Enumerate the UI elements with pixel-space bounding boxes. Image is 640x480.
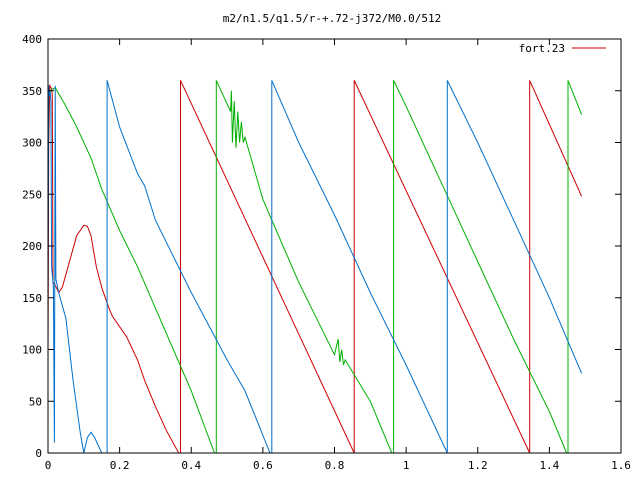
y-tick-label: 350 [22,85,42,98]
y-tick-label: 50 [29,395,42,408]
x-tick-label: 0.4 [181,459,201,472]
chart-title: m2/n1.5/q1.5/r-+.72-j372/M0.0/512 [223,12,442,25]
y-tick-label: 300 [22,137,42,150]
series-line-segment [271,80,448,454]
x-tick-label: 1.6 [611,459,631,472]
series-line-segment [529,80,583,453]
x-tick-label: 0.8 [325,459,345,472]
series-1 [47,80,583,454]
legend: fort.23 [519,42,606,55]
series-line-segment [393,80,568,454]
series-line-segment [47,85,106,454]
series-line-segment [446,80,583,453]
series-line-segment [353,80,531,454]
series-layer [47,80,583,454]
series-line-segment [215,80,393,454]
series-line-segment [106,80,271,454]
y-tick-label: 150 [22,292,42,305]
x-tick-label: 0 [45,459,52,472]
y-tick-label: 100 [22,344,42,357]
legend-entry-label: fort.23 [519,42,565,55]
y-tick-label: 250 [22,188,42,201]
ticks-layer: 0 0.2 0.4 0.6 0.8 1 1.2 1.4 1.6 0 50 100 150 200 250 30… [22,33,631,472]
x-tick-label: 0.2 [110,459,130,472]
x-tick-label: 1.2 [468,459,488,472]
y-tick-label: 0 [35,447,42,460]
series-line-segment [49,86,215,454]
x-tick-label: 1.4 [539,459,559,472]
series-line-segment [180,80,355,454]
series-3 [47,80,583,454]
y-tick-label: 400 [22,33,42,46]
x-tick-label: 1 [403,459,410,472]
x-tick-label: 0.6 [253,459,273,472]
series-2 [49,80,583,454]
series-line-segment [47,83,180,454]
series-line-segment [567,80,583,453]
y-tick-label: 200 [22,240,42,253]
